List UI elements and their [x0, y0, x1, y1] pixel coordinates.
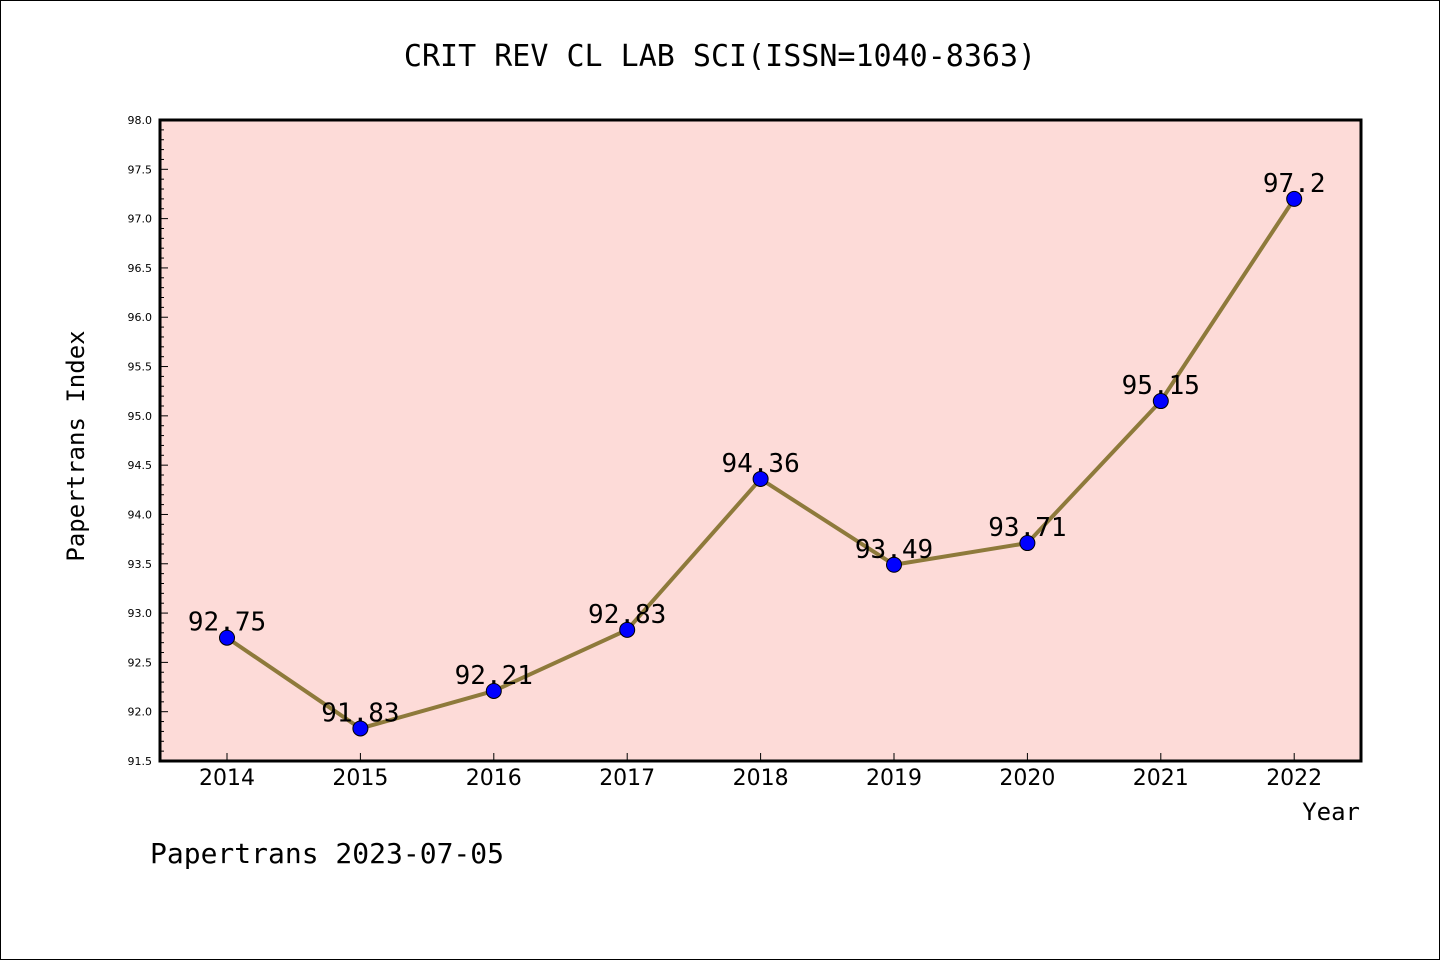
data-label: 93.49 — [855, 535, 933, 565]
x-axis-label: Year — [1302, 798, 1360, 826]
data-label: 92.75 — [188, 608, 266, 638]
data-point — [485, 682, 502, 699]
plot-border — [158, 118, 1363, 763]
y-axis: 91.5 92.0 92.5 93.0 93.5 94.0 94.5 95.0 95.5 96.0… — [128, 114, 168, 768]
data-label: 92.21 — [455, 661, 533, 691]
chart-title: CRIT REV CL LAB SCI(ISSN=1040-8363) — [404, 39, 1036, 74]
y-tick-label: 97.0 — [128, 213, 153, 226]
y-tick-label: 98.0 — [128, 114, 153, 127]
data-label: 94.36 — [721, 449, 799, 479]
data-point — [219, 629, 235, 646]
footer-date: Papertrans 2023-07-05 — [150, 837, 504, 870]
x-tick-label: 2020 — [999, 766, 1055, 791]
data-point — [1019, 535, 1036, 552]
data-labels: 92.75 91.83 92.21 92.83 94.36 93.49 93.71 95.15… — [188, 169, 1326, 729]
y-tick-label: 97.5 — [128, 163, 153, 176]
x-tick-label: 2019 — [866, 766, 922, 791]
x-tick-label: 2014 — [199, 766, 255, 791]
data-label: 97.2 — [1263, 169, 1326, 199]
x-tick-label: 2015 — [332, 766, 388, 791]
y-tick-label: 95.0 — [128, 410, 153, 423]
data-label: 92.83 — [588, 600, 666, 630]
data-point — [619, 621, 636, 638]
y-tick-label: 93.0 — [128, 607, 153, 620]
data-point — [1152, 393, 1169, 410]
y-axis-label: Papertrans Index — [62, 330, 90, 561]
x-tick-label: 2016 — [466, 766, 522, 791]
data-point — [752, 470, 769, 487]
series-markers — [219, 190, 1303, 737]
data-label: 93.71 — [988, 513, 1066, 543]
y-tick-label: 91.5 — [128, 755, 153, 768]
data-point — [1286, 190, 1303, 207]
data-label: 95.15 — [1122, 371, 1200, 401]
data-point — [886, 556, 902, 573]
y-tick-label: 93.5 — [128, 558, 153, 571]
y-tick-label: 92.5 — [128, 656, 153, 669]
y-tick-label: 96.0 — [128, 311, 153, 324]
y-tick-label: 92.0 — [128, 706, 153, 719]
x-tick-label: 2022 — [1266, 766, 1322, 791]
y-tick-label: 94.5 — [128, 459, 153, 472]
y-tick-label: 95.5 — [128, 361, 153, 374]
data-label: 91.83 — [321, 698, 399, 728]
x-tick-label: 2017 — [599, 766, 655, 791]
x-tick-label: 2018 — [733, 766, 789, 791]
x-axis: 2014 2015 2016 2017 2018 2019 2020 2021 2022 — [199, 753, 1322, 791]
y-tick-label: 94.0 — [128, 508, 153, 521]
plot-area — [160, 120, 1361, 761]
data-point — [352, 720, 369, 737]
x-tick-label: 2021 — [1133, 766, 1189, 791]
y-tick-label: 96.5 — [128, 262, 153, 275]
